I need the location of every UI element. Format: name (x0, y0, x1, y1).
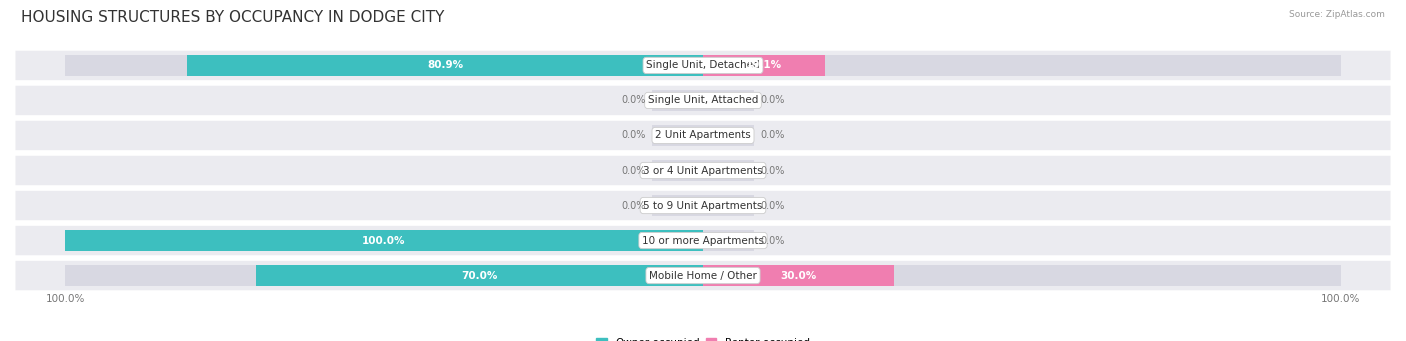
Text: 0.0%: 0.0% (761, 131, 785, 140)
Bar (703, 265, 1341, 286)
FancyBboxPatch shape (14, 84, 1392, 117)
Text: 100.0%: 100.0% (363, 236, 406, 246)
Bar (65, 265, 703, 286)
Text: 5 to 9 Unit Apartments: 5 to 9 Unit Apartments (644, 201, 762, 210)
Bar (703, 90, 754, 111)
Bar (703, 230, 754, 251)
Text: 100.0%: 100.0% (45, 294, 84, 305)
Bar (703, 55, 825, 76)
Text: 0.0%: 0.0% (621, 165, 645, 176)
Text: Single Unit, Detached: Single Unit, Detached (647, 60, 759, 71)
Bar (703, 195, 754, 217)
Bar (703, 55, 1341, 76)
FancyBboxPatch shape (14, 49, 1392, 81)
Text: Source: ZipAtlas.com: Source: ZipAtlas.com (1289, 10, 1385, 19)
Bar (652, 90, 703, 111)
FancyBboxPatch shape (14, 224, 1392, 257)
FancyBboxPatch shape (14, 189, 1392, 222)
Legend: Owner-occupied, Renter-occupied: Owner-occupied, Renter-occupied (592, 333, 814, 341)
Text: 0.0%: 0.0% (621, 201, 645, 210)
FancyBboxPatch shape (14, 260, 1392, 292)
Text: 3 or 4 Unit Apartments: 3 or 4 Unit Apartments (643, 165, 763, 176)
Text: 10 or more Apartments: 10 or more Apartments (643, 236, 763, 246)
Bar (65, 55, 703, 76)
Text: Single Unit, Attached: Single Unit, Attached (648, 95, 758, 105)
Bar (652, 124, 703, 146)
FancyBboxPatch shape (14, 154, 1392, 187)
FancyBboxPatch shape (14, 119, 1392, 152)
Text: 0.0%: 0.0% (761, 165, 785, 176)
Bar (256, 265, 703, 286)
Bar (65, 230, 703, 251)
Bar (703, 160, 754, 181)
Text: 30.0%: 30.0% (780, 270, 817, 281)
Text: 0.0%: 0.0% (761, 95, 785, 105)
Bar (703, 265, 894, 286)
Text: HOUSING STRUCTURES BY OCCUPANCY IN DODGE CITY: HOUSING STRUCTURES BY OCCUPANCY IN DODGE… (21, 10, 444, 25)
Text: 100.0%: 100.0% (1322, 294, 1361, 305)
Bar (652, 160, 703, 181)
Bar (65, 230, 703, 251)
Text: Mobile Home / Other: Mobile Home / Other (650, 270, 756, 281)
Text: 0.0%: 0.0% (621, 131, 645, 140)
Text: 0.0%: 0.0% (621, 95, 645, 105)
Text: 0.0%: 0.0% (761, 201, 785, 210)
Text: 70.0%: 70.0% (461, 270, 498, 281)
Text: 0.0%: 0.0% (761, 236, 785, 246)
Bar (652, 195, 703, 217)
Bar (703, 124, 754, 146)
Text: 80.9%: 80.9% (427, 60, 463, 71)
Text: 19.1%: 19.1% (745, 60, 782, 71)
Text: 2 Unit Apartments: 2 Unit Apartments (655, 131, 751, 140)
Bar (187, 55, 703, 76)
